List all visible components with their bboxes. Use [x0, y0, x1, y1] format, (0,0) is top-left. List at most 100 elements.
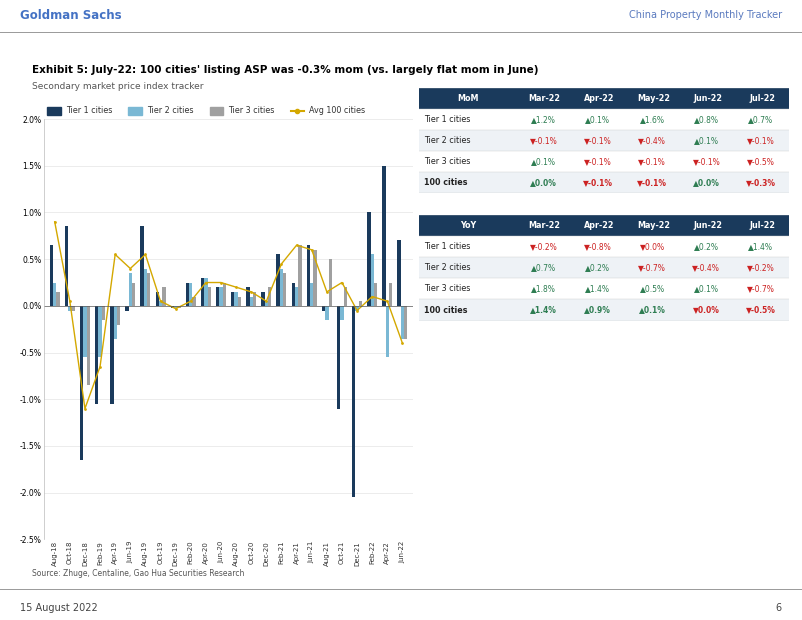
Bar: [517, 88, 572, 109]
Bar: [283, 273, 286, 306]
Text: May-22: May-22: [637, 221, 670, 230]
Text: ▲0.1%: ▲0.1%: [638, 306, 666, 314]
Bar: [398, 241, 401, 306]
Text: ▼-0.1%: ▼-0.1%: [637, 179, 667, 187]
Text: ▼-0.7%: ▼-0.7%: [638, 264, 666, 272]
Bar: [329, 259, 332, 306]
Text: Tier 3 cities: Tier 3 cities: [423, 157, 470, 166]
Bar: [177, 306, 180, 308]
Bar: [80, 306, 83, 460]
Text: ▲0.1%: ▲0.1%: [694, 136, 719, 145]
Text: ▲0.0%: ▲0.0%: [693, 179, 720, 187]
Bar: [110, 306, 114, 404]
Bar: [147, 273, 151, 306]
Text: ▲1.4%: ▲1.4%: [530, 306, 557, 314]
Bar: [234, 292, 238, 306]
Text: Goldman Sachs: Goldman Sachs: [20, 9, 122, 22]
Text: 100 cities: 100 cities: [423, 179, 467, 187]
Text: Mar-22: Mar-22: [529, 221, 561, 230]
Text: ▲1.4%: ▲1.4%: [748, 242, 773, 251]
Bar: [343, 287, 347, 306]
Bar: [249, 296, 253, 306]
Text: ▼-0.8%: ▼-0.8%: [584, 242, 612, 251]
Text: ▼-0.1%: ▼-0.1%: [584, 136, 612, 145]
Bar: [102, 306, 105, 320]
Text: Tier 3 cities: Tier 3 cities: [423, 285, 470, 293]
Text: Source: Zhuge, Centaline, Gao Hua Securities Research: Source: Zhuge, Centaline, Gao Hua Securi…: [32, 569, 245, 578]
Bar: [277, 254, 280, 306]
Bar: [65, 226, 68, 306]
Bar: [280, 268, 283, 306]
Text: ▲0.7%: ▲0.7%: [748, 115, 773, 124]
Text: ▲0.0%: ▲0.0%: [530, 179, 557, 187]
Text: ▲0.7%: ▲0.7%: [531, 264, 556, 272]
Bar: [144, 268, 147, 306]
Bar: [401, 306, 404, 339]
Text: Exhibit 5: July-22: 100 cities' listing ASP was -0.3% mom (vs. largely flat mom : Exhibit 5: July-22: 100 cities' listing …: [32, 65, 539, 75]
Bar: [128, 273, 132, 306]
Text: YoY: YoY: [460, 221, 476, 230]
Text: ▲0.1%: ▲0.1%: [694, 285, 719, 293]
Text: Secondary listing ASP MoM in 100 cities: Secondary listing ASP MoM in 100 cities: [132, 90, 313, 99]
Text: Jul-22: Jul-22: [749, 94, 775, 103]
Bar: [419, 172, 789, 193]
Bar: [310, 283, 314, 306]
Bar: [419, 109, 789, 130]
Bar: [419, 88, 517, 109]
Text: ▼-0.1%: ▼-0.1%: [529, 136, 557, 145]
Bar: [298, 245, 302, 306]
Bar: [419, 299, 789, 321]
Bar: [386, 306, 389, 357]
Bar: [325, 306, 329, 320]
Text: Apr-22: Apr-22: [584, 221, 614, 230]
Bar: [162, 287, 165, 306]
Bar: [265, 301, 268, 306]
Bar: [572, 215, 626, 236]
Bar: [419, 278, 789, 299]
Text: 100 cities: 100 cities: [423, 306, 467, 314]
Text: MoM: MoM: [457, 94, 479, 103]
Text: ▲0.2%: ▲0.2%: [585, 264, 610, 272]
Bar: [220, 287, 223, 306]
Text: Mar-22: Mar-22: [529, 94, 561, 103]
Text: ▼-0.1%: ▼-0.1%: [584, 157, 612, 166]
Bar: [419, 257, 789, 278]
Text: ▼-0.1%: ▼-0.1%: [693, 157, 720, 166]
Bar: [156, 292, 159, 306]
Bar: [140, 226, 144, 306]
Bar: [371, 254, 374, 306]
Bar: [50, 245, 53, 306]
Bar: [517, 215, 572, 236]
Bar: [352, 306, 355, 497]
Text: ▼0.0%: ▼0.0%: [639, 242, 665, 251]
Bar: [171, 306, 174, 308]
Text: ▼-0.1%: ▼-0.1%: [747, 136, 775, 145]
Text: May-22: May-22: [637, 94, 670, 103]
Text: Avg 100 cities: Avg 100 cities: [309, 107, 365, 115]
Bar: [419, 236, 789, 257]
Bar: [419, 215, 517, 236]
Bar: [355, 306, 358, 311]
Bar: [383, 166, 386, 306]
Bar: [358, 301, 362, 306]
Bar: [626, 215, 680, 236]
Bar: [295, 287, 298, 306]
Text: ▲1.4%: ▲1.4%: [585, 285, 610, 293]
Bar: [735, 215, 789, 236]
Text: ▲0.1%: ▲0.1%: [531, 157, 556, 166]
Text: Tier 1 cities: Tier 1 cities: [66, 107, 112, 115]
Bar: [186, 283, 189, 306]
Bar: [231, 292, 234, 306]
Bar: [340, 306, 343, 320]
Bar: [117, 306, 120, 324]
Text: 6: 6: [776, 603, 782, 613]
Bar: [125, 306, 128, 311]
Text: Tier 1 cities: Tier 1 cities: [423, 115, 470, 124]
Bar: [268, 287, 271, 306]
Bar: [292, 283, 295, 306]
Bar: [114, 306, 117, 339]
Text: ▲0.5%: ▲0.5%: [639, 285, 665, 293]
Bar: [209, 107, 223, 115]
Text: ▼-0.2%: ▼-0.2%: [747, 264, 775, 272]
Bar: [223, 283, 226, 306]
